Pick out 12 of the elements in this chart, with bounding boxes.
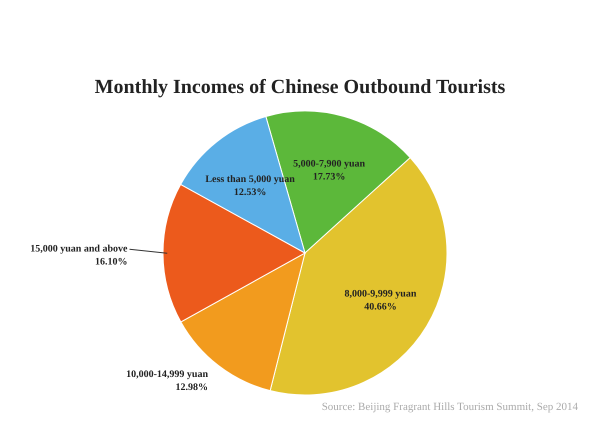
data-label: 40.66%	[364, 301, 397, 312]
slice-label: 15,000 yuan and above	[30, 243, 128, 254]
data-label: 12.98%	[176, 382, 208, 394]
slice-label: 10,000-14,999 yuan	[126, 369, 208, 380]
data-label: 12.53%	[234, 187, 266, 198]
data-label: 17.73%	[312, 171, 346, 182]
chart-title: Monthly Incomes of Chinese Outbound Tourists	[94, 76, 506, 99]
slice-label: Less than 5,000 yuan	[205, 174, 296, 186]
data-label: 16.10%	[95, 256, 128, 268]
slice-label: 5,000-7,900 yuan	[293, 158, 366, 170]
source-note: Source: Beijing Fragrant Hills Tourism Summit, Sep 2014	[322, 401, 578, 413]
slice-label: 8,000-9,999 yuan	[344, 288, 417, 300]
